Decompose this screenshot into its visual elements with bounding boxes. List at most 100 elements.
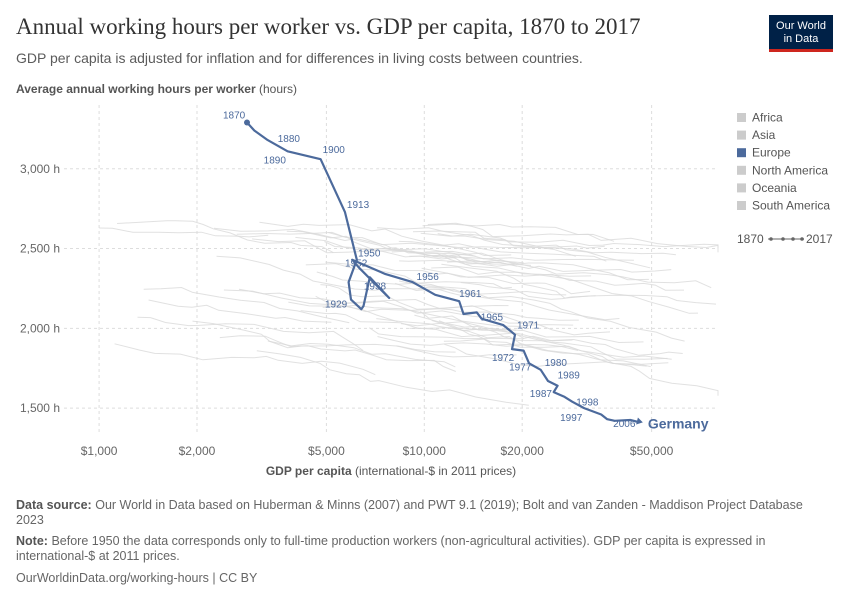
y-axis-title-bold: Average annual working hours per worker <box>16 82 256 96</box>
year-label: 1965 <box>481 312 504 323</box>
background-country-line <box>431 319 644 344</box>
legend-swatch <box>737 165 746 175</box>
y-axis-ticks: 1,500 h 2,000 h 2,500 h 3,000 h <box>20 162 60 415</box>
note-label: Note: <box>16 534 48 548</box>
year-label: 1989 <box>558 371 581 382</box>
germany-series[interactable]: Germany <box>244 119 709 432</box>
year-label: 1890 <box>264 155 287 166</box>
year-label: 1900 <box>323 145 346 156</box>
footer-source: Data source: Our World in Data based on … <box>16 498 806 528</box>
background-country-lines <box>99 220 719 406</box>
legend-item-label: Europe <box>752 146 791 160</box>
year-label: 1913 <box>347 200 370 211</box>
background-country-line <box>431 266 699 314</box>
background-country-line <box>295 236 476 257</box>
background-country-line <box>421 267 685 291</box>
x-tick-label: $2,000 <box>179 444 216 458</box>
x-axis-title-units: (international-$ in 2011 prices) <box>355 464 516 478</box>
background-country-line <box>143 286 350 324</box>
legend-item-label: Africa <box>752 111 783 125</box>
year-label: 1929 <box>325 300 348 311</box>
background-country-line <box>148 299 332 323</box>
x-tick-label: $1,000 <box>81 444 118 458</box>
legend-swatch <box>737 148 746 158</box>
x-axis-title: GDP per capita (international-$ in 2011 … <box>266 464 516 478</box>
year-label: 1971 <box>517 321 540 332</box>
background-country-line <box>322 304 574 327</box>
year-label: 1961 <box>459 289 482 300</box>
background-country-line <box>395 345 517 358</box>
x-tick-label: $50,000 <box>630 444 674 458</box>
timeline-start-label: 1870 <box>737 232 764 246</box>
year-label: 1950 <box>358 249 381 260</box>
note-text: Before 1950 the data corresponds only to… <box>16 534 766 563</box>
background-country-line <box>412 230 576 257</box>
chart-title: Annual working hours per worker vs. GDP … <box>16 14 641 39</box>
background-country-line <box>315 295 611 336</box>
background-country-line <box>394 282 620 321</box>
background-country-line <box>400 321 668 360</box>
legend[interactable]: Africa Asia Europe North America Oceania Sout… <box>737 111 830 213</box>
background-country-line <box>414 314 647 367</box>
series-start-point <box>244 119 251 126</box>
background-country-line <box>192 320 456 353</box>
background-country-line <box>447 260 672 273</box>
x-axis-ticks: $1,000 $2,000 $5,000 $10,000 $20,000 $50,000 <box>81 444 674 458</box>
legend-swatch <box>737 130 746 140</box>
grid-lines <box>64 105 718 432</box>
background-country-line <box>99 227 269 238</box>
footer-url[interactable]: OurWorldinData.org/working-hours | CC BY <box>16 571 258 585</box>
timeline-dot <box>769 237 773 241</box>
y-tick-label: 2,500 h <box>20 242 60 256</box>
background-country-line <box>419 311 683 356</box>
legend-item-label: Asia <box>752 128 776 142</box>
timeline-dot <box>800 237 804 241</box>
x-tick-label: $10,000 <box>403 444 447 458</box>
background-country-line <box>114 343 376 376</box>
source-label: Data source: <box>16 498 92 512</box>
background-country-line <box>425 250 634 261</box>
legend-swatch <box>737 183 746 193</box>
x-tick-label: $20,000 <box>501 444 545 458</box>
year-label: 1987 <box>530 389 553 400</box>
chart-area[interactable]: Germany 1870 1880 1890 1900 1913 1929 1938 1952… <box>0 0 850 490</box>
year-label: 1997 <box>560 413 583 424</box>
year-label: 1972 <box>492 353 515 364</box>
legend-item-label: North America <box>752 163 828 177</box>
background-country-line <box>409 327 573 342</box>
background-country-line <box>256 350 529 406</box>
background-country-line <box>437 233 676 256</box>
timeline-dot <box>791 237 795 241</box>
y-tick-label: 1,500 h <box>20 401 60 415</box>
series-end-arrow <box>636 417 643 425</box>
germany-line <box>246 121 641 424</box>
owid-logo[interactable]: Our World in Data <box>769 15 833 52</box>
logo-line-1: Our World <box>776 20 826 32</box>
y-axis-title-units: (hours) <box>259 82 297 96</box>
year-label: 1956 <box>417 272 440 283</box>
y-tick-label: 3,000 h <box>20 162 60 176</box>
background-country-line <box>137 316 364 351</box>
series-name-label: Germany <box>648 415 709 431</box>
x-tick-label: $5,000 <box>308 444 345 458</box>
year-label: 1870 <box>223 111 246 122</box>
background-country-line <box>252 238 516 265</box>
background-country-line <box>368 327 525 340</box>
logo-line-2: in Data <box>783 33 819 45</box>
background-country-line <box>441 263 717 305</box>
background-country-line <box>418 286 567 296</box>
background-country-line <box>213 227 487 263</box>
legend-item-label: Oceania <box>752 181 797 195</box>
year-label: 1880 <box>278 134 301 145</box>
year-label: 1952 <box>345 259 368 270</box>
year-label: 1980 <box>545 358 568 369</box>
background-country-line <box>398 240 607 262</box>
timeline-legend[interactable]: 1870 2017 <box>737 232 833 246</box>
year-label: 1938 <box>364 281 387 292</box>
legend-item-label: South America <box>752 199 830 213</box>
legend-swatch <box>737 113 746 122</box>
background-country-line <box>305 263 455 292</box>
background-country-line <box>238 288 523 324</box>
timeline-end-label: 2017 <box>806 232 833 246</box>
background-country-line <box>377 227 651 269</box>
